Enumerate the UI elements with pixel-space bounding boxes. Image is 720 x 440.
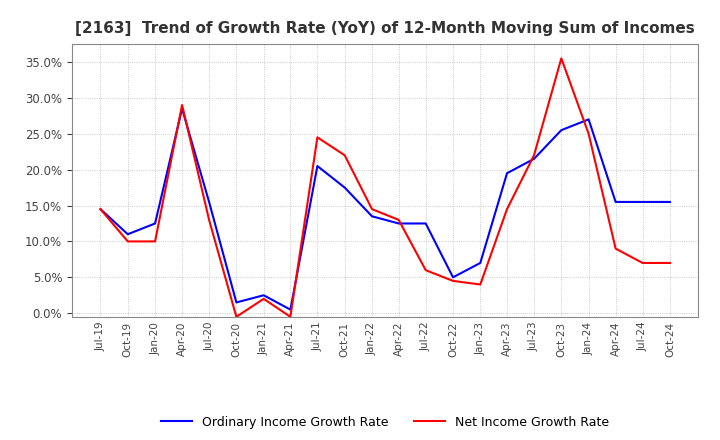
Legend: Ordinary Income Growth Rate, Net Income Growth Rate: Ordinary Income Growth Rate, Net Income … (156, 411, 614, 434)
Line: Ordinary Income Growth Rate: Ordinary Income Growth Rate (101, 109, 670, 310)
Title: [2163]  Trend of Growth Rate (YoY) of 12-Month Moving Sum of Incomes: [2163] Trend of Growth Rate (YoY) of 12-… (76, 21, 695, 36)
Line: Net Income Growth Rate: Net Income Growth Rate (101, 59, 670, 317)
